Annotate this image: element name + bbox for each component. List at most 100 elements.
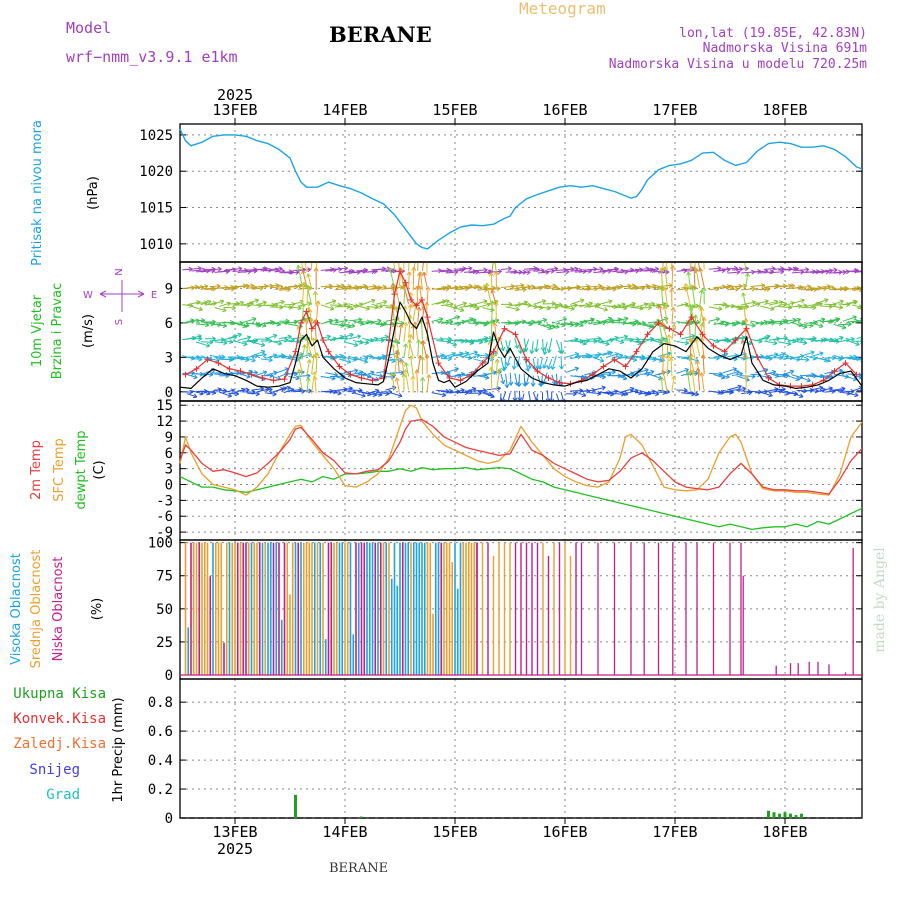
wind-arrow <box>237 324 250 327</box>
wind-gust-marker <box>292 348 299 355</box>
wind-arrowhead <box>865 321 869 325</box>
wind-arrow <box>297 353 312 359</box>
wind-arrowhead <box>483 267 488 273</box>
wind-arrow <box>556 318 567 323</box>
y-tick-label: -6 <box>156 509 173 525</box>
wind-arrow <box>681 303 696 308</box>
wind-arrowhead <box>694 371 699 376</box>
compass-cross <box>99 280 145 312</box>
wind-arrowhead <box>546 365 552 370</box>
wind-arrowhead <box>525 367 530 372</box>
wind-arrowhead <box>217 266 222 272</box>
wind-arrowhead <box>254 298 259 304</box>
wind-arrow <box>420 319 423 340</box>
wind-arrow <box>742 339 747 360</box>
wind-arrow <box>431 354 445 359</box>
wind-arrow <box>722 368 737 374</box>
wind-arrow <box>445 286 459 289</box>
wind-arrow <box>791 299 805 305</box>
wind-arrowhead <box>685 370 691 376</box>
wind-arrowhead <box>614 352 619 357</box>
wind-arrow <box>685 391 699 396</box>
wind-arrow <box>274 338 289 343</box>
wind-arrow <box>412 262 416 274</box>
wind-arrow <box>320 268 334 271</box>
precip-bar <box>294 794 297 818</box>
wind-arrow <box>473 300 488 306</box>
precip-axis-label: 1hr Precip (mm) <box>111 697 126 802</box>
wind-arrow <box>696 360 701 375</box>
wind-arrow <box>514 288 527 291</box>
wind-gust-marker <box>281 376 288 383</box>
wind-arrow <box>741 391 753 395</box>
wind-arrow <box>717 352 729 357</box>
wind-arrow <box>463 270 477 273</box>
wind-arrow <box>625 302 636 307</box>
precip-bar <box>360 816 363 818</box>
wind-arrowhead <box>800 298 805 304</box>
wind-arrow <box>504 357 507 370</box>
wind-arrow <box>743 306 747 324</box>
wind-arrow <box>269 286 284 289</box>
wind-arrow <box>419 285 423 308</box>
wind-arrow <box>824 286 835 289</box>
wind-arrowhead <box>459 307 465 313</box>
y-tick-label: 0.2 <box>148 782 173 798</box>
wind-arrowhead <box>751 322 756 328</box>
wind-arrow <box>357 358 368 363</box>
wind-arrowhead <box>542 317 548 323</box>
wind-arrowhead <box>311 337 316 342</box>
wind-arrow <box>791 271 804 274</box>
wind-arrow <box>713 374 726 379</box>
wind-arrow <box>742 292 747 308</box>
wind-arrow <box>815 271 830 274</box>
wind-arrow <box>648 268 659 271</box>
wind-arrowhead <box>382 355 387 361</box>
wind-arrow <box>768 390 783 394</box>
wind-arrowhead <box>725 374 730 379</box>
x-tick-label-bottom: 16FEB <box>542 823 587 841</box>
wind-arrow <box>450 389 465 394</box>
wind-arrowhead <box>419 356 425 361</box>
wind-arrow <box>269 340 282 345</box>
wind-arrow <box>768 271 784 274</box>
wind-arrowhead <box>742 254 746 258</box>
wind-arrow <box>551 321 566 327</box>
wind-arrowhead <box>414 255 418 259</box>
wind-arrow <box>482 287 496 290</box>
wind-arrow <box>320 304 335 310</box>
wind-arrowhead <box>665 269 670 275</box>
wind-gust-marker <box>534 368 541 375</box>
wind-arrow <box>454 352 469 357</box>
wind-gust-marker <box>611 356 618 363</box>
wind-arrowhead <box>608 299 613 305</box>
wind-arrow <box>487 270 502 273</box>
wind-arrow <box>713 269 726 272</box>
wind-arrow <box>463 351 478 357</box>
wind-arrow <box>597 351 612 356</box>
wind-arrow <box>542 339 544 351</box>
wind-arrowhead <box>447 356 452 362</box>
wind-arrowhead <box>839 299 844 305</box>
wind-arrow <box>343 323 355 327</box>
wind-arrow <box>232 301 244 306</box>
y-tick-label: 50 <box>156 602 173 618</box>
wind-arrowhead <box>737 384 742 390</box>
wind-frame-overlay <box>179 261 863 402</box>
wind-arrowhead <box>850 336 855 342</box>
wind-arrow <box>861 339 862 341</box>
wind-arrowhead <box>394 377 400 382</box>
wind-arrow <box>392 344 396 359</box>
wind-arrowhead <box>222 307 227 313</box>
wind-arrow <box>668 334 673 359</box>
wind-arrow <box>473 269 488 272</box>
wind-arrow <box>426 374 430 393</box>
wind-arrow <box>560 355 563 370</box>
wind-arrowhead <box>522 287 527 293</box>
wind-arrowhead <box>311 354 317 359</box>
wind-arrow <box>687 271 691 288</box>
wind-arrowhead <box>515 306 520 312</box>
y-tick-label: 25 <box>156 635 173 651</box>
wind-arrow <box>477 288 488 291</box>
compass-e: E <box>151 290 157 301</box>
